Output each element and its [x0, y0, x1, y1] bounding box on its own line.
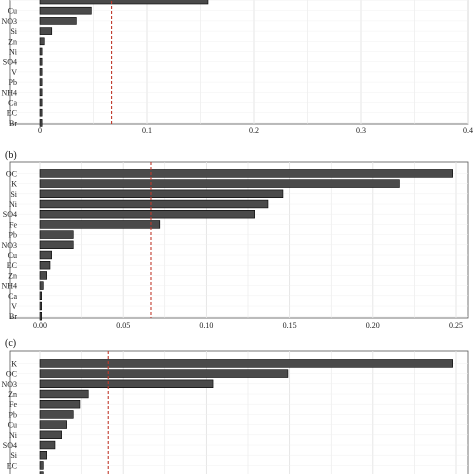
bar-NH4 — [39, 281, 44, 290]
category-label-Zn: Zn — [8, 390, 17, 399]
panel-label: (c) — [5, 338, 16, 349]
category-label-Fe: Fe — [9, 400, 17, 409]
category-label-NH4: NH4 — [1, 88, 17, 97]
x-tick-label: 0.20 — [366, 321, 380, 330]
bar-NO3 — [39, 379, 214, 388]
bar-V — [39, 301, 42, 311]
category-label-Ca: Ca — [8, 292, 17, 301]
category-label-K: K — [11, 180, 17, 189]
bar-Br — [39, 311, 42, 321]
bar-EC — [39, 461, 44, 470]
category-label-Pb: Pb — [9, 410, 17, 419]
bar-Pb — [39, 230, 74, 239]
category-label-Pb: Pb — [9, 231, 17, 240]
x-tick-label: 0.05 — [116, 321, 130, 330]
category-label-Pb: Pb — [9, 78, 17, 87]
plot-frame — [9, 0, 469, 125]
bar-OC — [39, 369, 289, 378]
category-label-Ni: Ni — [9, 200, 18, 209]
category-label-SO4: SO4 — [3, 210, 17, 219]
category-label-Br: Br — [9, 119, 17, 128]
bar-NO3 — [39, 240, 74, 249]
panel-label: (b) — [5, 150, 17, 161]
bar-Ni — [39, 199, 269, 209]
bar-Ca — [39, 98, 43, 107]
bar-Ni — [39, 430, 62, 439]
category-label-Zn: Zn — [8, 271, 17, 280]
category-label-Zn: Zn — [8, 37, 17, 46]
category-label-V: V — [11, 68, 17, 77]
bar-Cu — [39, 6, 92, 15]
category-label-Cu: Cu — [8, 7, 17, 16]
category-label-SO4: SO4 — [3, 58, 17, 67]
category-label-Br: Br — [9, 312, 17, 321]
bar-EC — [39, 260, 51, 270]
bar-K — [39, 179, 400, 188]
category-label-EC: EC — [7, 461, 17, 470]
x-tick-label: 0.10 — [199, 321, 213, 330]
category-label-NO3: NO3 — [1, 241, 17, 250]
bar-K — [39, 359, 453, 368]
panel-3: KOCNO3ZnFePbCuNiSO4SiECNH4(c) — [1, 338, 469, 474]
category-label-Cu: Cu — [8, 421, 17, 430]
bar-NH4 — [39, 88, 43, 97]
bar-EC — [39, 108, 43, 117]
x-tick-label: 0.4 — [463, 126, 473, 135]
category-label-EC: EC — [7, 261, 17, 270]
bar-SO4 — [39, 210, 255, 219]
bar-Cu — [39, 420, 67, 429]
bar-Si — [39, 450, 47, 460]
category-label-Ni: Ni — [9, 431, 18, 440]
bar-Ca — [39, 291, 42, 300]
x-tick-label: 0.2 — [249, 126, 259, 135]
category-label-Si: Si — [10, 451, 17, 460]
category-label-Ni: Ni — [9, 48, 18, 57]
bar-Zn — [39, 389, 89, 399]
bar-Pb — [39, 410, 74, 419]
x-tick-label: 0.1 — [142, 126, 152, 135]
category-label-EC: EC — [7, 109, 17, 118]
category-label-K: K — [11, 359, 17, 368]
bar-Fe — [39, 399, 81, 409]
bar-Fe — [39, 220, 161, 229]
category-label-Fe: Fe — [9, 220, 17, 229]
bar-Pb — [39, 78, 43, 86]
x-tick-label: 0.15 — [283, 321, 297, 330]
category-label-SO4: SO4 — [3, 441, 17, 450]
bar-SO4 — [39, 57, 43, 66]
bar-SO4 — [39, 440, 56, 450]
bar-NH4 — [39, 471, 44, 474]
bar-Zn — [39, 271, 47, 280]
category-label-NH4: NH4 — [1, 282, 17, 291]
x-tick-label: 0.25 — [449, 321, 463, 330]
category-label-Si: Si — [10, 27, 17, 36]
bar-Zn — [39, 37, 45, 46]
panel-1: OCCuNO3SiZnNiSO4VPbNH4CaECBr00.10.20.30.… — [1, 0, 473, 135]
plot-frame — [9, 161, 469, 319]
category-label-V: V — [11, 302, 17, 311]
x-tick-label: 0.00 — [33, 321, 47, 330]
bar-NO3 — [39, 17, 77, 25]
bar-Br — [39, 119, 43, 127]
category-label-Ca: Ca — [8, 99, 17, 108]
bar-Si — [39, 189, 284, 198]
x-tick-label: 0 — [38, 126, 42, 135]
bar-OC — [39, 169, 453, 178]
category-label-Cu: Cu — [8, 251, 17, 260]
bar-Ni — [39, 47, 43, 56]
x-tick-label: 0.3 — [356, 126, 366, 135]
bar-Si — [39, 27, 53, 35]
category-label-NO3: NO3 — [1, 17, 17, 26]
category-label-Si: Si — [10, 190, 17, 199]
category-label-OC: OC — [6, 370, 17, 379]
bar-V — [39, 68, 43, 76]
bar-OC — [39, 0, 209, 5]
category-label-NO3: NO3 — [1, 380, 17, 389]
category-label-OC: OC — [6, 169, 17, 178]
bar-Cu — [39, 250, 52, 260]
